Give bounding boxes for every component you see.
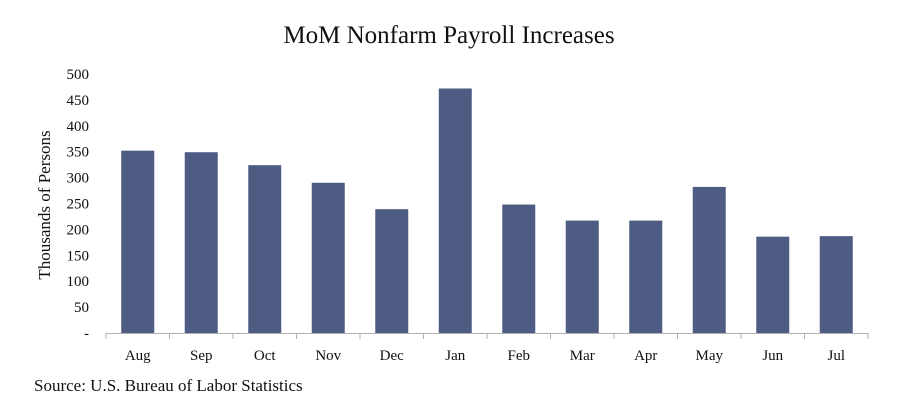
bar-oct (248, 165, 282, 333)
chart-title: MoM Nonfarm Payroll Increases (283, 22, 615, 49)
bar-may (692, 186, 726, 333)
x-tick-label-oct: Oct (254, 348, 276, 364)
y-axis-title-group: Thousands of Persons (35, 130, 54, 279)
source-note: Source: U.S. Bureau of Labor Statistics (34, 376, 303, 395)
x-tick-label-mar: Mar (570, 348, 595, 364)
y-tick-label: 150 (67, 248, 90, 264)
x-tick-label-jul: Jul (827, 348, 845, 364)
y-tick-label: 50 (74, 300, 89, 316)
x-tick-label-dec: Dec (380, 348, 404, 364)
y-tick-label: 400 (67, 119, 90, 135)
x-tick-label-aug: Aug (125, 348, 151, 364)
x-tick-label-feb: Feb (508, 348, 531, 364)
bar-feb (502, 204, 536, 333)
bar-aug (121, 150, 155, 333)
y-axis-ticks: - 50 100 150 200 250 300 350 400 450 500 (67, 67, 90, 342)
x-axis-ticks: Aug Sep Oct Nov Dec Jan Feb Mar Apr May Jun Jul (105, 333, 869, 364)
bar-jul (819, 236, 853, 333)
y-axis-title: Thousands of Persons (35, 130, 54, 279)
bars (121, 88, 853, 333)
bar-mar (565, 220, 599, 333)
bar-apr (629, 220, 663, 333)
y-tick-label: 300 (67, 171, 90, 187)
x-tick-label-apr: Apr (634, 348, 657, 364)
bar-jun (756, 236, 790, 333)
bar-sep (184, 152, 218, 333)
y-tick-label: 250 (67, 197, 90, 213)
y-tick-label: 100 (67, 274, 90, 290)
x-tick-label-jun: Jun (762, 348, 783, 364)
x-tick-label-jan: Jan (445, 348, 465, 364)
x-tick-label-nov: Nov (315, 348, 341, 364)
bar-jan (438, 88, 472, 333)
y-tick-label: 350 (67, 145, 90, 161)
x-tick-label-sep: Sep (190, 348, 213, 364)
y-tick-label: 450 (67, 93, 90, 109)
bar-nov (311, 182, 345, 333)
y-tick-label: 200 (67, 222, 90, 238)
x-tick-label-may: May (696, 348, 724, 364)
bar-dec (375, 209, 409, 333)
y-tick-label: - (84, 326, 89, 342)
y-tick-label: 500 (67, 67, 90, 83)
